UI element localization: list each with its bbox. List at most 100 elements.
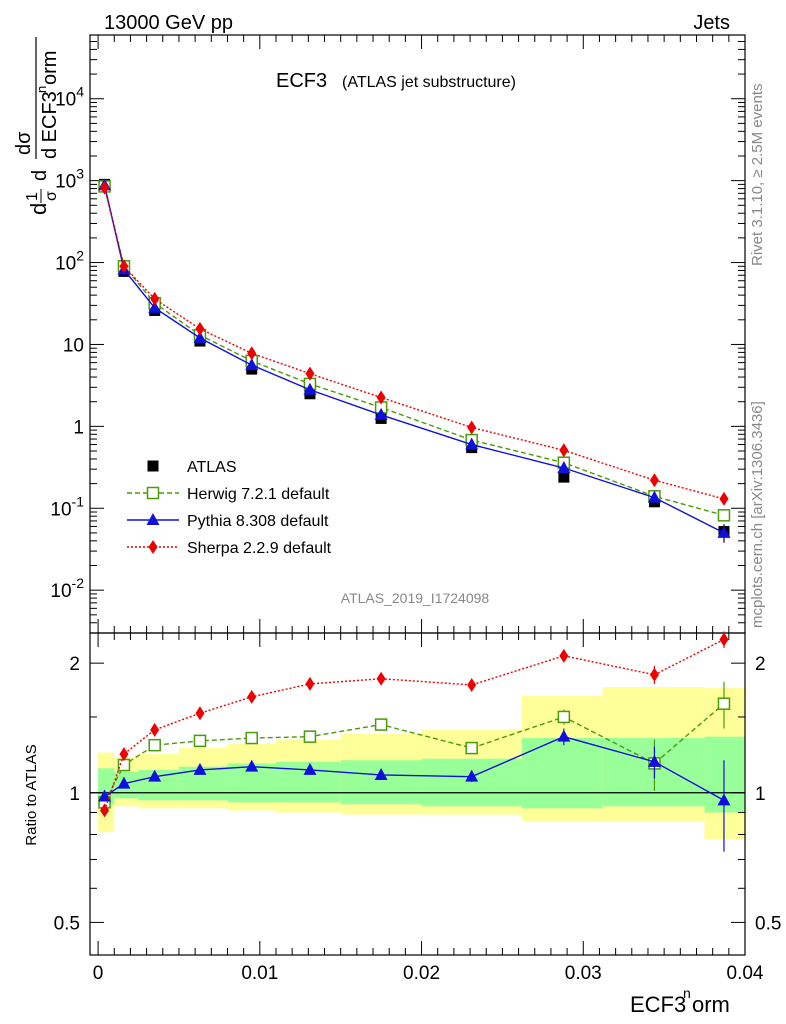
sherpa-ratio-point (467, 677, 477, 692)
x-tick-label: 0.04 (727, 963, 764, 984)
svg-text:σ: σ (43, 191, 60, 201)
sherpa-point (150, 291, 160, 306)
header-jets-label: Jets (693, 12, 730, 34)
legend-label-herwig: Herwig 7.2.1 default (187, 486, 330, 503)
sherpa-ratio-point (150, 722, 160, 737)
svg-text:d: d (29, 170, 51, 181)
svg-text:dσ: dσ (13, 131, 35, 155)
ratio-panel: 0 0.01 0.02 0.03 0.04 0.5 0.5 1 1 2 2 (54, 631, 781, 984)
herwig-point (717, 509, 731, 522)
pythia-ratio-point (193, 762, 207, 775)
sherpa-line (103, 187, 725, 500)
pythia-point (245, 358, 259, 371)
legend-marker-atlas (147, 460, 159, 472)
ratio-y-tick-label: 1 (755, 784, 766, 805)
pythia-point (717, 525, 731, 538)
sherpa-ratio-point (305, 676, 315, 691)
main-y-tick-label: 104 (55, 84, 84, 111)
sherpa-ratio-point (559, 648, 569, 663)
ratio-y-tick-label: 2 (69, 654, 80, 675)
herwig-ratio-point (374, 718, 388, 731)
pythia-ratio-point (148, 769, 162, 782)
sherpa-ratio-point (100, 803, 110, 818)
svg-text:d: d (26, 203, 51, 215)
herwig-ratio-point (193, 734, 207, 748)
analysis-label: ATLAS_2019_I1724098 (341, 590, 490, 606)
herwig-ratio-point (557, 710, 571, 724)
x-tick-label: 0.02 (403, 963, 440, 984)
legend-marker-pythia (146, 513, 160, 525)
sherpa-point (247, 346, 257, 361)
main-y-axis-label: d 1 σ d dσ d ECF3 n orm (13, 37, 61, 215)
sherpa-point (195, 321, 205, 336)
pythia-ratio-point (117, 776, 131, 789)
pythia-ratio-point (374, 767, 388, 780)
legend-label-pythia: Pythia 8.308 default (187, 513, 329, 530)
herwig-ratio-point (117, 758, 131, 772)
pythia-point (193, 330, 207, 343)
uncertainty-band-green (138, 769, 179, 801)
herwig-ratio-point (465, 741, 478, 755)
svg-text:1: 1 (24, 192, 41, 201)
pythia-ratio-point (245, 759, 259, 772)
pythia-ratio-point (98, 789, 112, 802)
x-tick-label: 0 (93, 963, 104, 984)
pythia-line (103, 185, 725, 534)
pythia-ratio-point (647, 754, 661, 767)
header-energy-label: 13000 GeV pp (104, 12, 233, 34)
svg-text:orm: orm (39, 51, 61, 85)
pythia-point (374, 407, 388, 420)
pythia-ratio-point (465, 769, 479, 782)
main-y-tick-label: 10-1 (50, 493, 84, 520)
x-tick-label: 0.03 (565, 963, 602, 984)
sherpa-ratio-point (649, 667, 659, 682)
ratio-y-tick-label: 2 (755, 654, 766, 675)
pythia-point (148, 300, 162, 313)
mcplots-label: mcplots.cern.ch [arXiv:1306.3436] (749, 401, 766, 628)
legend-label-sherpa: Sherpa 2.2.9 default (187, 540, 332, 557)
main-y-tick-label: 10-2 (50, 575, 84, 602)
pythia-point (557, 461, 571, 474)
main-y-tick-label: 102 (55, 248, 84, 275)
sherpa-ratio-point (195, 706, 205, 721)
legend-label-atlas: ATLAS (187, 459, 237, 476)
pythia-point (465, 437, 479, 450)
rivet-version-label: Rivet 3.1.10, ≥ 2.5M events (749, 84, 766, 267)
ratio-y-tick-label: 0.5 (54, 913, 80, 934)
herwig-ratio-point (245, 731, 258, 745)
ratio-y-axis-label: Ratio to ATLAS (23, 744, 40, 845)
atlas-point (558, 471, 570, 483)
sherpa-ratio-point (119, 747, 129, 762)
svg-text:d ECF3: d ECF3 (39, 91, 61, 159)
sherpa-point (719, 491, 729, 506)
herwig-ratio-point (717, 697, 731, 710)
sherpa-point (119, 259, 129, 274)
main-y-tick-label: 103 (55, 166, 84, 193)
ratio-y-tick-label: 0.5 (755, 913, 781, 934)
pythia-ratio-point (717, 793, 731, 806)
svg-text:orm: orm (692, 992, 730, 1017)
svg-text:n: n (683, 985, 691, 1001)
pythia-point (647, 490, 661, 503)
sherpa-point (376, 390, 386, 405)
herwig-ratio-point (303, 730, 317, 743)
sherpa-point (305, 366, 315, 381)
pythia-point (303, 382, 317, 395)
svg-text:n: n (34, 86, 49, 93)
x-axis-label: ECF3 n orm (630, 985, 730, 1017)
sherpa-ratio-point (376, 671, 386, 686)
main-y-tick-label: 1 (73, 417, 84, 438)
uncertainty-band-green (421, 758, 522, 807)
main-panel: 10-2 10-1 1 10 102 103 104 ATLAS Herwig 7.2.1 de… (50, 34, 746, 634)
sherpa-point (649, 473, 659, 488)
main-y-tick-label: 10 (63, 335, 84, 356)
sherpa-point (559, 443, 569, 458)
uncertainty-band-green (340, 760, 422, 805)
plot-title: ECF3 (276, 70, 327, 92)
legend-marker-sherpa (148, 540, 158, 554)
legend-marker-herwig (146, 486, 160, 500)
sherpa-ratio-point (247, 689, 257, 704)
x-tick-label: 0.01 (241, 963, 278, 984)
plot-subtitle: (ATLAS jet substructure) (342, 74, 516, 91)
